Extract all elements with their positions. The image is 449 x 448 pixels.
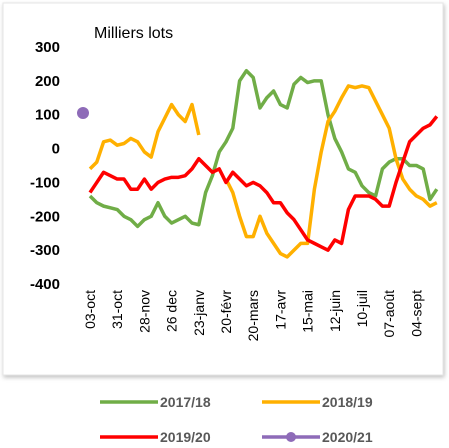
- x-tick-label: 03-oct: [82, 290, 98, 329]
- y-tick-label: -300: [30, 242, 60, 259]
- y-tick-label: 300: [35, 39, 60, 56]
- x-tick-label: 23-janv: [191, 290, 207, 336]
- x-tick-label: 04-sept: [408, 290, 424, 337]
- x-tick-label: 10-juil: [354, 290, 370, 327]
- legend-label: 2019/20: [160, 429, 211, 445]
- chart-card: [2, 2, 444, 376]
- y-tick-label: -400: [30, 276, 60, 293]
- series-line: [88, 84, 438, 259]
- x-tick-label: 17-avr: [272, 290, 288, 330]
- legend-marker: [286, 432, 296, 442]
- x-tick-label: 28-nov: [136, 290, 152, 333]
- y-tick-label: -100: [30, 174, 60, 191]
- series-line: [88, 68, 439, 229]
- y-tick-label: 0: [52, 141, 60, 158]
- x-tick-label: 07-août: [381, 290, 397, 338]
- legend-label: 2018/19: [322, 394, 373, 410]
- x-tick-label: 12-juin: [327, 290, 343, 332]
- x-tick-label: 26 dec: [164, 290, 180, 332]
- x-tick-label: 20-févr: [218, 290, 234, 334]
- y-tick-label: 200: [35, 73, 60, 90]
- x-tick-label: 31-oct: [109, 290, 125, 329]
- y-axis-title: Milliers lots: [94, 25, 173, 42]
- marker: [77, 107, 89, 120]
- y-tick-label: -200: [30, 208, 60, 225]
- y-tick-label: 100: [35, 107, 60, 124]
- x-tick-label: 15-mai: [300, 290, 316, 333]
- series-line: [88, 115, 439, 252]
- legend-label: 2020/21: [322, 429, 373, 445]
- legend-label: 2017/18: [160, 394, 211, 410]
- x-tick-label: 20-mars: [245, 290, 261, 341]
